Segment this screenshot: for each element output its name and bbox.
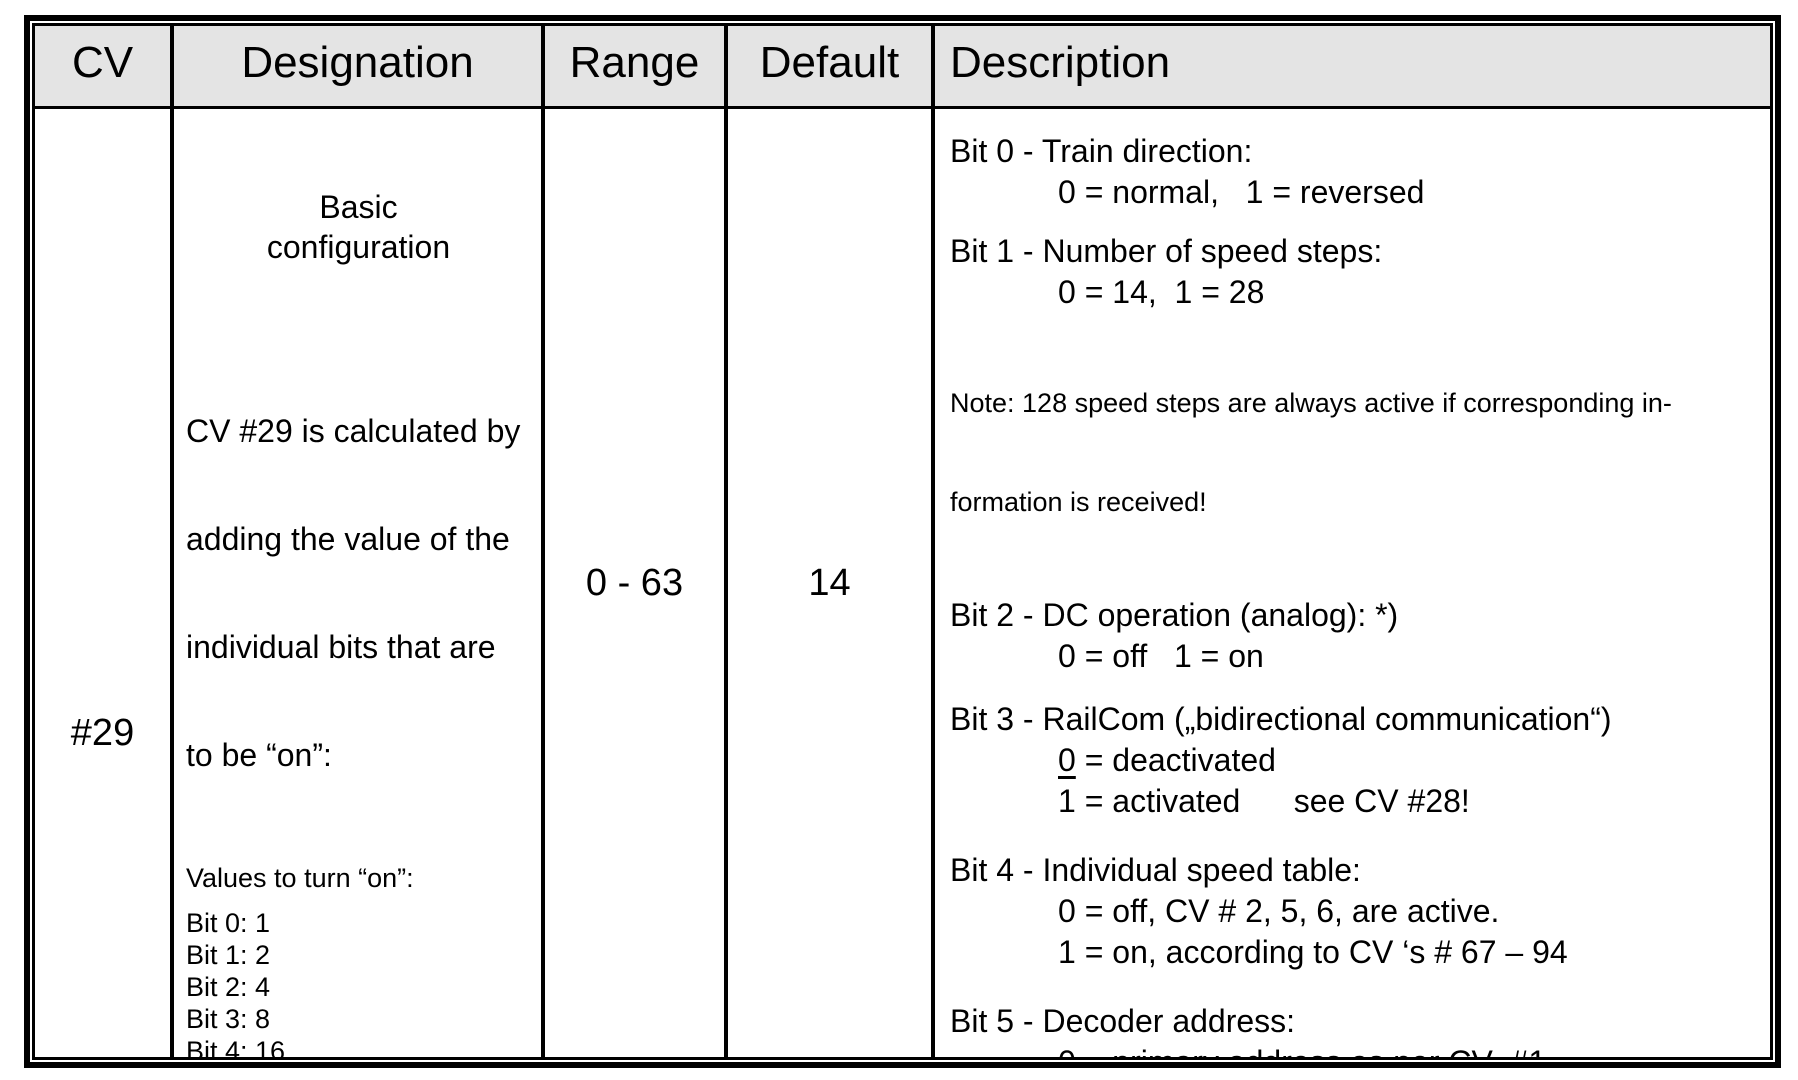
description-line: 0 = 14, 1 = 28 (1058, 274, 1265, 310)
bit-value-item: Bit 0: 1 (186, 908, 271, 938)
designation-paragraph-line: individual bits that are (186, 629, 496, 665)
description-line: Bit 2 - DC operation (analog): *) (950, 597, 1399, 633)
description-line: Bit 0 - Train direction: (950, 133, 1253, 169)
designation-paragraph-line: to be “on”: (186, 737, 332, 773)
description-note-line: formation is received! (950, 487, 1207, 517)
description-line: 1 = activated see CV #28! (1058, 783, 1470, 819)
designation-paragraph-line: adding the value of the (186, 521, 510, 557)
default-cell: 14 (728, 109, 935, 1057)
description-group-bit4: Bit 4 - Individual speed table: 0 = off,… (950, 850, 1758, 973)
designation-title-line: Basic (319, 189, 398, 225)
range-cell: 0 - 63 (545, 109, 728, 1057)
designation-title-line: configuration (266, 229, 451, 265)
header-cv: CV (35, 26, 174, 109)
description-line: 1 = on, according to CV ‘s # 67 – 94 (1058, 934, 1568, 970)
designation-title: Basic configuration (186, 187, 531, 267)
description-line: Bit 1 - Number of speed steps: (950, 233, 1383, 269)
header-default: Default (728, 26, 935, 109)
designation-cell: Basic configuration CV #29 is calculated… (174, 109, 545, 1057)
description-group-bit3: Bit 3 - RailCom („bidirectional communic… (950, 699, 1758, 822)
description-group-bit1: Bit 1 - Number of speed steps: 0 = 14, 1… (950, 231, 1758, 313)
description-line: 0 = deactivated (950, 740, 1758, 781)
bit-value-item: Bit 4: 16 (186, 1036, 286, 1057)
description-line: Bit 3 - RailCom („bidirectional communic… (950, 701, 1612, 737)
description-line: 0 = off, CV # 2, 5, 6, are active. (1058, 893, 1500, 929)
cv-number-cell: #29 (35, 109, 174, 1057)
cv-table-inner: CV Designation Range Default Description… (32, 23, 1773, 1060)
description-group-bit2: Bit 2 - DC operation (analog): *) 0 = of… (950, 595, 1758, 677)
values-label: Values to turn “on”: (186, 863, 414, 893)
description-note: Note: 128 speed steps are always active … (950, 321, 1758, 585)
description-line: 0 = normal, 1 = reversed (1058, 174, 1425, 210)
range-value: 0 - 63 (585, 562, 684, 604)
bit-value-item: Bit 2: 4 (186, 972, 271, 1002)
cv-table: CV Designation Range Default Description… (24, 15, 1781, 1068)
description-group-bit5: Bit 5 - Decoder address: 0 = primary add… (950, 1001, 1758, 1057)
description-cell: Bit 0 - Train direction: 0 = normal, 1 =… (935, 109, 1770, 1057)
header-designation: Designation (174, 26, 545, 109)
description-line-rest: = deactivated (1075, 742, 1276, 778)
description-line: 0 = off 1 = on (1058, 638, 1264, 674)
description-group-bit0: Bit 0 - Train direction: 0 = normal, 1 =… (950, 131, 1758, 213)
designation-paragraph-line: CV #29 is calculated by (186, 413, 521, 449)
description-note-line: Note: 128 speed steps are always active … (950, 388, 1672, 418)
description-line: Bit 5 - Decoder address: (950, 1003, 1296, 1039)
description-line: Bit 4 - Individual speed table: (950, 852, 1361, 888)
underlined-zero: 0 (1058, 742, 1076, 778)
bit-value-item: Bit 1: 2 (186, 940, 271, 970)
bit-value-item: Bit 3: 8 (186, 1004, 271, 1034)
description-line: 0 = primary address as per CV #1 (950, 1042, 1758, 1057)
cv-number: #29 (70, 712, 135, 754)
designation-paragraph: CV #29 is calculated by adding the value… (186, 341, 531, 845)
default-value: 14 (808, 562, 851, 604)
header-range: Range (545, 26, 728, 109)
bit-values-list: Bit 0: 1 Bit 1: 2 Bit 2: 4 Bit 3: 8 Bit … (186, 907, 531, 1057)
header-description: Description (935, 26, 1770, 109)
